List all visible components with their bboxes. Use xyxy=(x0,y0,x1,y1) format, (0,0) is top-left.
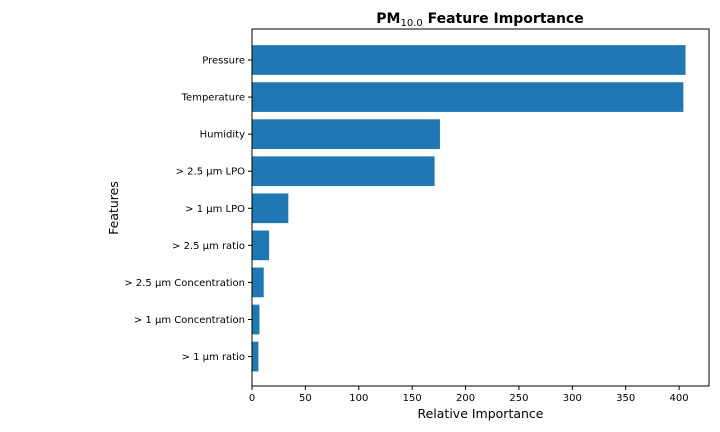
y-tick-label: > 2.5 µm Concentration xyxy=(124,278,245,289)
bar xyxy=(252,82,684,112)
chart-title-rest: Feature Importance xyxy=(423,11,584,27)
y-tick-label: Temperature xyxy=(181,93,245,104)
x-tick-label: 350 xyxy=(616,393,635,404)
x-tick-label: 300 xyxy=(563,393,582,404)
bar xyxy=(252,193,289,224)
bar xyxy=(252,156,435,187)
bars-group xyxy=(252,45,686,372)
y-axis-label: Features xyxy=(106,181,121,235)
bar xyxy=(252,341,259,372)
y-tick-label: Pressure xyxy=(202,56,245,67)
chart-title-subscript: 10.0 xyxy=(400,18,422,29)
x-tick-label: 100 xyxy=(349,393,368,404)
x-axis-label: Relative Importance xyxy=(417,406,543,421)
y-tick-label: > 2.5 µm ratio xyxy=(172,241,245,252)
bar xyxy=(252,45,686,75)
x-tick-label: 150 xyxy=(403,393,422,404)
chart-title-main: PM xyxy=(376,11,400,27)
bar xyxy=(252,267,264,298)
x-tick-label: 0 xyxy=(249,393,255,404)
y-tick-label: > 1 µm ratio xyxy=(182,352,245,363)
x-tick-label: 250 xyxy=(509,393,528,404)
x-tick-label: 200 xyxy=(456,393,475,404)
y-tick-label: > 1 µm LPO xyxy=(185,204,245,215)
y-tick-label: > 2.5 µm LPO xyxy=(176,167,246,178)
bar xyxy=(252,119,440,149)
x-tick-label: 400 xyxy=(670,393,689,404)
bar xyxy=(252,304,260,335)
plot-frame xyxy=(251,28,710,387)
x-tick-label: 50 xyxy=(299,393,312,404)
y-tick-label: > 1 µm Concentration xyxy=(134,315,245,326)
x-ticks-group: 0 50 100 150 200 250 300 350 400 xyxy=(249,386,689,404)
chart-title: PM10.0 Feature Importance xyxy=(376,11,583,29)
y-tick-label: Humidity xyxy=(200,130,245,141)
y-ticks-group: Pressure Temperature Humidity > 2.5 µm LPO >… xyxy=(124,56,252,363)
bar xyxy=(252,230,270,261)
